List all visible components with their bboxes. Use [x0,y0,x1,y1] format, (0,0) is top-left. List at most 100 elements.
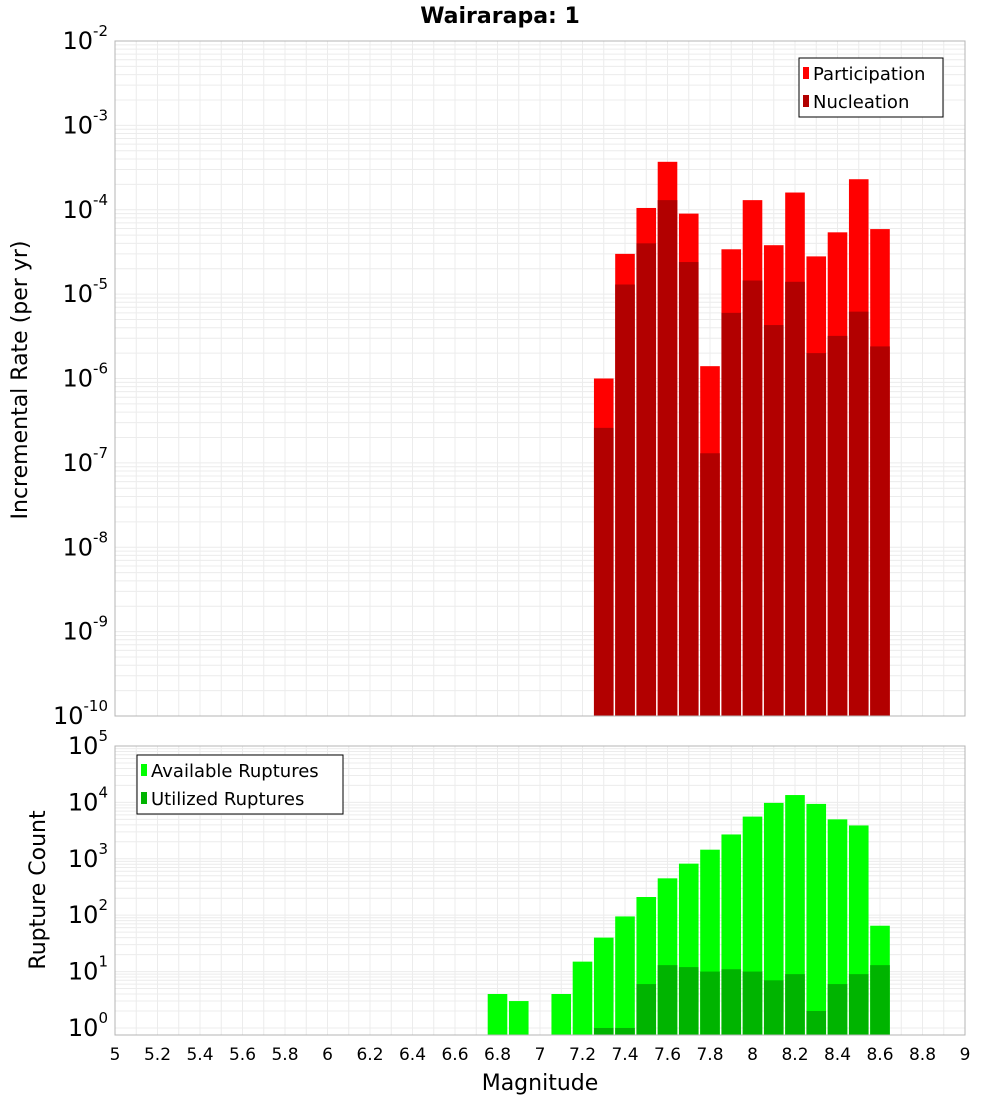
available-ruptures-bar [508,1001,529,1035]
x-tick-label: 7.2 [569,1045,596,1065]
nucleation-bar [636,243,657,717]
utilized-ruptures-bar [615,1027,635,1035]
top-y-tick-label: 10-5 [62,275,108,308]
top-y-tick-mantissa: 10 [62,196,93,224]
top-y-tick-mantissa: 10 [62,27,93,55]
nucleation-bar [785,281,805,716]
top-y-tick-exponent: -5 [93,275,108,293]
bottom-legend-box [136,754,344,815]
nucleation-bar [848,311,869,716]
x-tick-label: 6.2 [356,1045,383,1065]
available-ruptures-bar [593,937,614,1035]
top-y-tick-mantissa: 10 [62,449,93,477]
bottom-y-tick-label: 100 [68,1009,108,1042]
available-ruptures-bar [615,916,635,1035]
nucleation-bar [763,325,784,716]
bottom-bars [487,795,890,1035]
bottom-y-tick-mantissa: 10 [68,732,99,760]
bottom-y-tick-exponent: 4 [98,783,108,801]
top-y-tick-exponent: -6 [93,360,108,378]
utilized-ruptures-bar [806,1010,827,1035]
x-tick-label: 8 [747,1045,758,1065]
bottom-y-tick-mantissa: 10 [68,958,99,986]
chart-title: Wairarapa: 1 [420,4,580,29]
legend-utilized-swatch [141,792,147,804]
x-tick-label: 8.8 [909,1045,936,1065]
x-axis-label: Magnitude [482,1071,599,1096]
utilized-ruptures-bar [763,980,784,1035]
x-tick-label: 8.2 [781,1045,808,1065]
bottom-y-tick-exponent: 3 [98,840,108,858]
nucleation-bar [700,453,720,716]
x-tick-label: 5.2 [144,1045,171,1065]
x-tick-label: 8.4 [824,1045,851,1065]
utilized-ruptures-bar [678,967,699,1035]
available-ruptures-bar [827,819,848,1035]
bottom-y-tick-exponent: 5 [98,727,108,745]
top-bars [593,161,890,717]
top-y-tick-exponent: -7 [93,444,108,462]
nucleation-bar [721,312,742,716]
bottom-y-tick-exponent: 2 [98,896,108,914]
top-y-tick-mantissa: 10 [62,365,93,393]
utilized-ruptures-bar [827,984,848,1035]
bottom-y-tick-label: 105 [68,727,108,760]
x-tick-label: 7.4 [611,1045,638,1065]
top-y-tick-mantissa: 10 [62,618,93,646]
legend-participation-swatch [803,67,809,79]
x-tick-label: 7.6 [654,1045,681,1065]
x-tick-label: 6 [322,1045,333,1065]
legend-available-label: Available Ruptures [151,761,319,782]
x-tick-label: 5.6 [229,1045,256,1065]
legend-nucleation-label: Nucleation [813,92,909,113]
top-y-tick-label: 10-3 [62,106,108,139]
bottom-y-tick-mantissa: 10 [68,901,99,929]
utilized-ruptures-bar [742,971,763,1035]
bottom-y-tick-label: 101 [68,953,108,986]
top-legend: Participation Nucleation [798,57,944,118]
top-y-tick-exponent: -10 [84,697,109,715]
top-y-tick-label: 10-2 [62,22,108,55]
x-ticks: 5 5.2 5.4 5.6 5.8 6 6.2 6.4 6.6 6.8 7 7.2 7.4 7.6 7.8 8… [110,1045,971,1065]
nucleation-bar [742,280,763,716]
bottom-y-tick-exponent: 1 [98,953,108,971]
top-y-tick-exponent: -3 [93,106,108,124]
top-y-tick-exponent: -9 [93,613,108,631]
available-ruptures-bar [551,994,572,1035]
top-y-tick-label: 10-6 [62,360,108,393]
utilized-ruptures-bar [657,965,678,1035]
x-tick-label: 5.8 [271,1045,298,1065]
available-ruptures-bar [487,994,508,1035]
legend-participation-label: Participation [813,64,925,85]
x-tick-label: 8.6 [866,1045,893,1065]
bottom-y-tick-mantissa: 10 [68,845,99,873]
nucleation-bar [593,427,614,716]
top-y-tick-label: 10-8 [62,528,108,561]
x-tick-label: 9 [960,1045,971,1065]
top-legend-box [798,57,944,118]
x-tick-label: 5.4 [186,1045,213,1065]
nucleation-bar [806,353,827,716]
bottom-y-tick-mantissa: 10 [68,788,99,816]
utilized-ruptures-bar [721,969,742,1035]
top-y-axis-label: Incremental Rate (per yr) [8,241,33,520]
top-y-tick-label: 10-7 [62,444,108,477]
bottom-plot-border [114,745,966,1036]
bottom-y-tick-label: 104 [68,783,108,816]
x-tick-label: 6.8 [484,1045,511,1065]
top-y-tick-label: 10-10 [53,697,108,730]
bottom-y-tick-exponent: 0 [98,1009,108,1027]
nucleation-bar [870,346,890,716]
nucleation-bar [678,262,699,716]
top-y-tick-exponent: -4 [93,191,108,209]
x-tick-label: 7 [535,1045,546,1065]
top-y-tick-label: 10-9 [62,613,108,646]
nucleation-bar [615,284,635,716]
top-y-tick-exponent: -8 [93,528,108,546]
utilized-ruptures-bar [848,974,869,1035]
x-tick-label: 6.6 [441,1045,468,1065]
top-y-tick-mantissa: 10 [62,111,93,139]
top-plot-border [114,40,966,717]
